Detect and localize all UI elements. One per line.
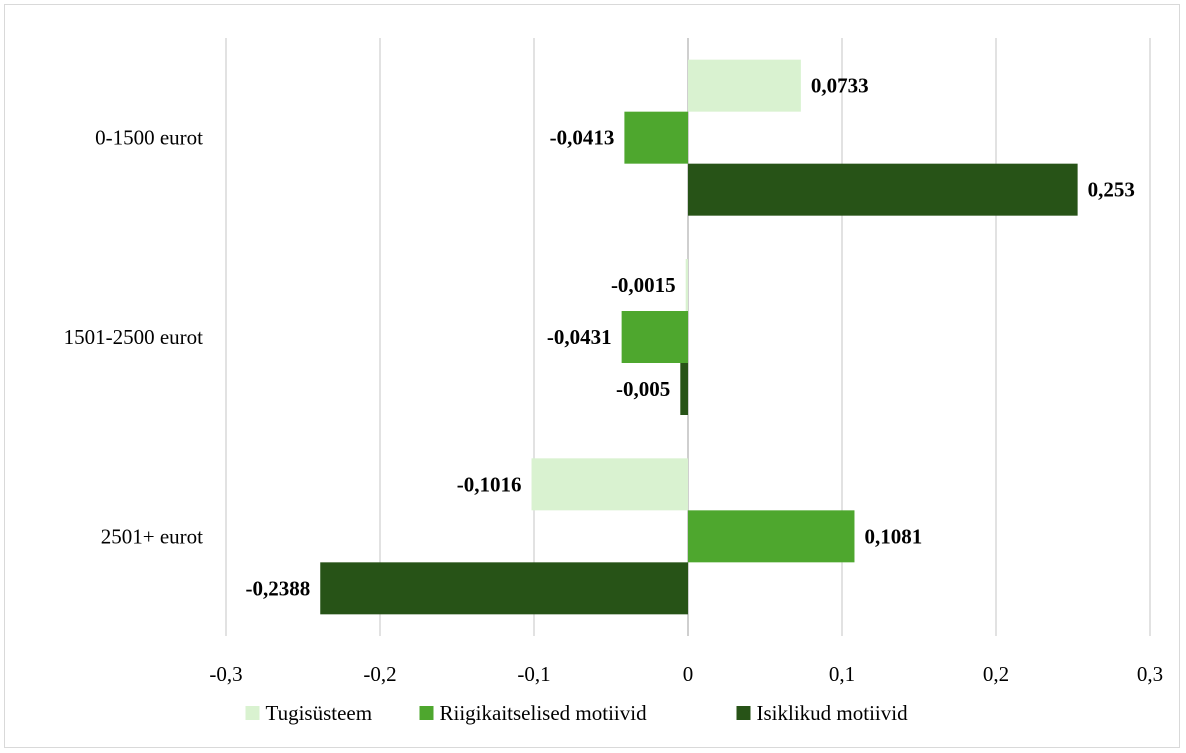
- data-label: -0,0413: [550, 126, 615, 150]
- legend-label: Tugisüsteem: [266, 701, 373, 725]
- grid-lines: [225, 38, 1151, 636]
- chart-frame: [4, 4, 1180, 748]
- bar: [685, 259, 688, 311]
- category-label: 1501-2500 eurot: [64, 325, 204, 349]
- x-axis-tick-labels: -0,3 -0,2 -0,1 0 0,1 0,2 0,3: [209, 662, 1163, 686]
- bar: [320, 562, 688, 615]
- data-label: 0,0733: [811, 74, 869, 98]
- data-label: 0,1081: [864, 524, 922, 548]
- legend-swatch: [736, 706, 751, 720]
- category-label: 2501+ eurot: [101, 524, 203, 548]
- data-label: 0,253: [1088, 178, 1135, 202]
- bar: [688, 510, 855, 563]
- x-tick-label: 0,2: [983, 662, 1009, 686]
- bar: [531, 458, 688, 511]
- data-label: -0,1016: [457, 472, 522, 496]
- bar: [680, 363, 688, 415]
- x-tick-label: 0,1: [829, 662, 855, 686]
- x-tick-label: -0,2: [363, 662, 396, 686]
- data-label: -0,0431: [547, 325, 612, 349]
- data-label: -0,0015: [611, 273, 676, 297]
- category-label: 0-1500 eurot: [95, 126, 203, 150]
- bars: [320, 59, 1078, 615]
- bar: [688, 163, 1078, 216]
- legend-swatch: [245, 706, 260, 720]
- legend: Tugisüsteem Riigikaitselised motiivid Isik…: [245, 701, 909, 725]
- x-tick-label: -0,1: [517, 662, 550, 686]
- data-label: -0,2388: [245, 576, 310, 600]
- legend-label: Riigikaitselised motiivid: [440, 701, 648, 725]
- bar: [621, 311, 688, 363]
- x-tick-label: -0,3: [209, 662, 242, 686]
- bar: [624, 111, 688, 164]
- data-label: -0,005: [616, 377, 670, 401]
- x-tick-label: 0: [683, 662, 694, 686]
- legend-swatch: [419, 706, 434, 720]
- x-tick-label: 0,3: [1137, 662, 1163, 686]
- bar: [688, 59, 801, 112]
- category-labels: 0-1500 eurot 1501-2500 eurot 2501+ eurot: [64, 126, 204, 549]
- data-labels: 0,0733 -0,0413 0,253 -0,0015 -0,0431 -0,005 -0…: [245, 74, 1134, 601]
- legend-label: Isiklikud motiivid: [757, 701, 909, 725]
